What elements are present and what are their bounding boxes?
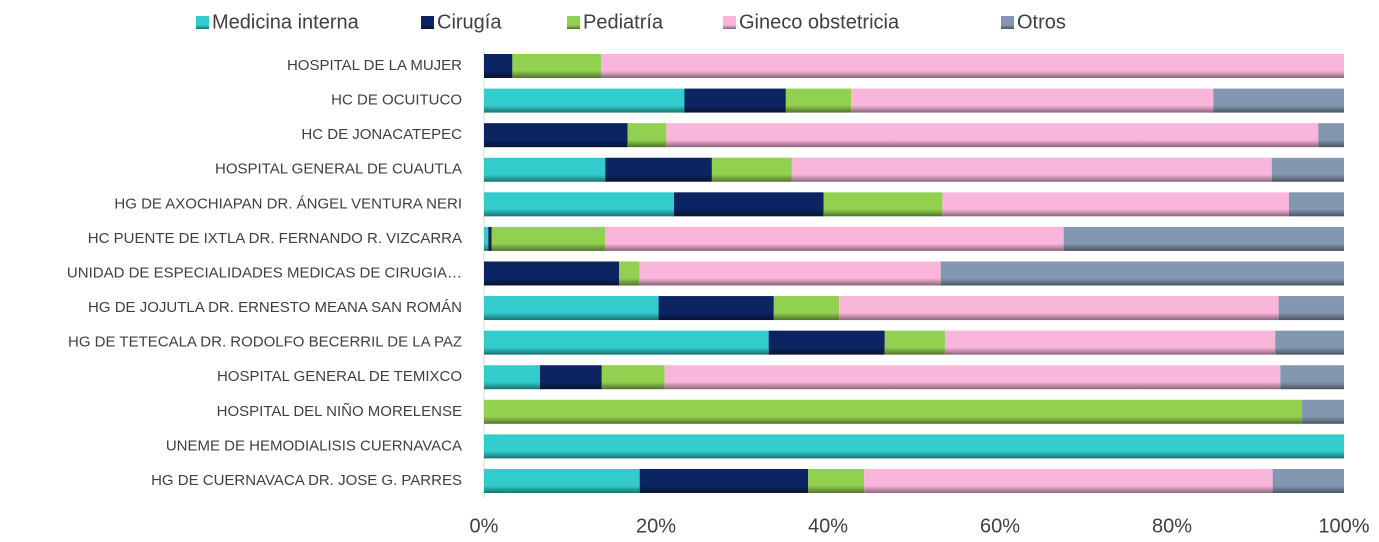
bar-segment: [839, 296, 1279, 321]
bar-segment: [539, 365, 602, 390]
bar-segment: [639, 261, 941, 286]
legend-label: Otros: [1017, 11, 1066, 33]
bar-segment: [619, 261, 640, 286]
x-tick-label: 80%: [1152, 515, 1192, 537]
legend-swatch: [567, 16, 580, 29]
y-tick-label: HOSPITAL DEL NIÑO MORELENSE: [217, 403, 462, 420]
bar-segment: [484, 123, 628, 148]
bar-segment: [484, 468, 640, 493]
bar-segment: [484, 226, 489, 251]
bar-segment: [484, 434, 1344, 459]
x-tick-label: 40%: [808, 515, 848, 537]
legend-swatch: [723, 16, 736, 29]
y-tick-label: HG DE TETECALA DR. RODOLFO BECERRIL DE L…: [68, 334, 462, 351]
bar-segment: [942, 192, 1289, 217]
bar-segment: [601, 365, 665, 390]
bar-segment: [484, 365, 540, 390]
y-tick-label: HG DE AXOCHIAPAN DR. ÁNGEL VENTURA NERI: [114, 195, 462, 212]
bar-segment: [1272, 468, 1344, 493]
bar-segment: [944, 330, 1276, 355]
bar-segment: [605, 157, 712, 182]
bar-segment: [791, 157, 1272, 182]
y-tick-label: HOSPITAL GENERAL DE CUAUTLA: [215, 161, 462, 178]
bar-segment: [666, 123, 1319, 148]
y-tick-label: HC DE OCUITUCO: [331, 92, 462, 109]
bar-segment: [785, 88, 852, 113]
y-tick-label: UNIDAD DE ESPECIALIDADES MEDICAS DE CIRU…: [67, 264, 462, 281]
bar-segment: [484, 157, 606, 182]
legend-label: Pediatría: [583, 11, 664, 33]
bar-segment: [484, 296, 659, 321]
bar-segment: [627, 123, 667, 148]
x-tick-label: 20%: [636, 515, 676, 537]
bar-segment: [940, 261, 1344, 286]
bar-segment: [484, 330, 769, 355]
bar-segment: [484, 261, 620, 286]
bar-segment: [884, 330, 945, 355]
bar-segment: [684, 88, 786, 113]
legend-swatch: [421, 16, 434, 29]
legend-label: Medicina interna: [212, 11, 360, 33]
bar-segment: [1271, 157, 1344, 182]
bar-segment: [674, 192, 824, 217]
bar-segment: [1288, 192, 1344, 217]
bar-segment: [484, 88, 685, 113]
bar-segment: [1275, 330, 1344, 355]
bar-segment: [512, 54, 601, 78]
legend-swatch: [196, 16, 209, 29]
x-tick-label: 0%: [470, 515, 499, 537]
bar-segment: [768, 330, 885, 355]
bar-segment: [605, 226, 1064, 251]
bar-segment: [1213, 88, 1344, 113]
y-tick-label: HOSPITAL DE LA MUJER: [287, 57, 462, 74]
bar-segment: [823, 192, 943, 217]
y-tick-label: HG DE CUERNAVACA DR. JOSE G. PARRES: [151, 472, 462, 489]
bar-segment: [1280, 365, 1344, 390]
bar-segment: [484, 399, 1302, 424]
bar-segment: [1278, 296, 1344, 321]
bar-segment: [639, 468, 809, 493]
bar-segment: [484, 54, 513, 78]
y-tick-label: UNEME DE HEMODIALISIS CUERNAVACA: [166, 437, 462, 454]
bar-segment: [1063, 226, 1344, 251]
bar-segment: [488, 226, 492, 251]
bar-segment: [484, 192, 675, 217]
y-tick-label: HOSPITAL GENERAL DE TEMIXCO: [217, 368, 462, 385]
bar-segment: [600, 54, 1344, 78]
bar-segment: [1301, 399, 1344, 424]
bar-segment: [773, 296, 840, 321]
x-tick-label: 60%: [980, 515, 1020, 537]
bar-segment: [1318, 123, 1344, 148]
bar-segment: [808, 468, 865, 493]
bar-segment: [664, 365, 1281, 390]
legend-label: Gineco obstetricia: [739, 11, 900, 33]
bar-segment: [658, 296, 774, 321]
bar-segment: [491, 226, 606, 251]
y-tick-label: HC DE JONACATEPEC: [301, 126, 462, 143]
bar-segment: [711, 157, 792, 182]
bar-segment: [864, 468, 1273, 493]
y-tick-label: HG DE JOJUTLA DR. ERNESTO MEANA SAN ROMÁ…: [88, 299, 462, 316]
legend-swatch: [1001, 16, 1014, 29]
y-tick-label: HC PUENTE DE IXTLA DR. FERNANDO R. VIZCA…: [88, 230, 462, 247]
x-tick-label: 100%: [1318, 515, 1369, 537]
bar-segment: [851, 88, 1214, 113]
legend-label: Cirugía: [437, 11, 502, 33]
